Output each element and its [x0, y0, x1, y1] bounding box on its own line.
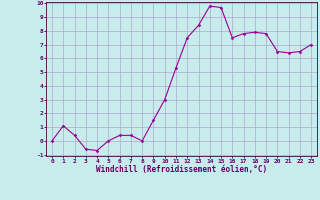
- X-axis label: Windchill (Refroidissement éolien,°C): Windchill (Refroidissement éolien,°C): [96, 165, 267, 174]
